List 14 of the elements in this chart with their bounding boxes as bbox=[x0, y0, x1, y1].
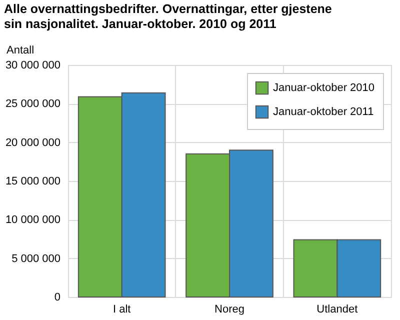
legend-label: Januar-oktober 2011 bbox=[273, 106, 374, 118]
y-tick-label: 15 000 000 bbox=[5, 176, 60, 188]
y-tick-label: 25 000 000 bbox=[5, 98, 60, 110]
legend-label: Januar-oktober 2010 bbox=[273, 82, 375, 94]
y-tick-label: 20 000 000 bbox=[5, 136, 60, 149]
x-tick-label: Noreg bbox=[214, 304, 244, 316]
y-axis-title: Antall bbox=[6, 44, 34, 56]
x-tick-label: I alt bbox=[112, 304, 131, 316]
y-tick-label: 5 000 000 bbox=[12, 252, 60, 265]
y-tick-label: 0 bbox=[54, 292, 60, 304]
chart-title: Alle overnattingsbedrifter. Overnattingar, etter gjestene sin nasjonalitet. Januar-oktober. 2010 og 2011 bbox=[3, 1, 333, 32]
x-tick-label: Utlandet bbox=[316, 304, 358, 316]
y-tick-label: 10 000 000 bbox=[5, 214, 60, 226]
y-tick-label: 30 000 000 bbox=[5, 60, 60, 72]
